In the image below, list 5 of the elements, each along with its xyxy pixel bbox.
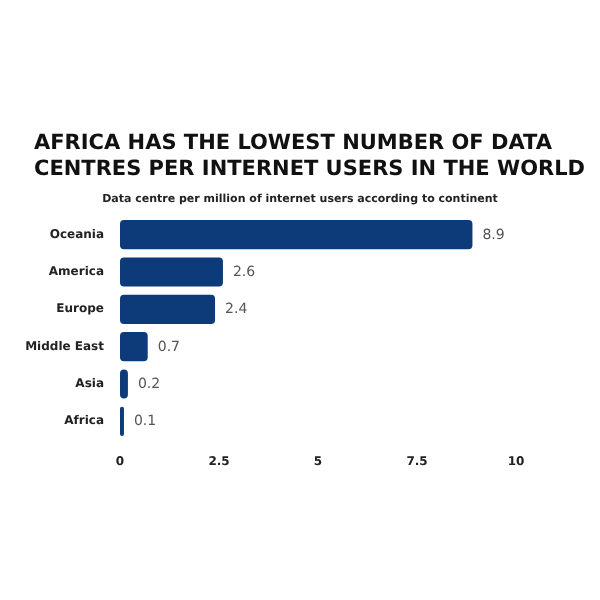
bar <box>120 294 216 324</box>
bar <box>120 257 223 287</box>
bar <box>120 220 473 250</box>
bar <box>120 332 148 362</box>
chart-title: AFRICA HAS THE LOWEST NUMBER OF DATA CENTRES PER INTERNET USERS IN THE WORLD <box>34 131 586 181</box>
